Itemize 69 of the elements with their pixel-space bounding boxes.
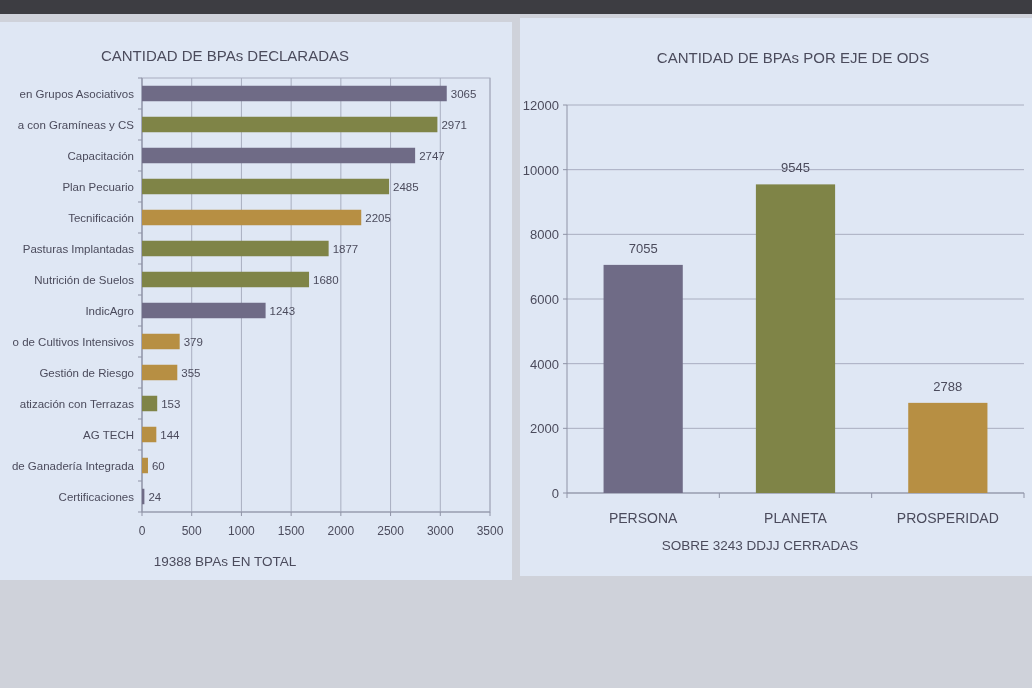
y-tick-label: IndicAgro	[85, 304, 134, 317]
y-tick-label: Certificaciones	[58, 490, 135, 503]
chart-title: CANTIDAD DE BPAs DECLARADAS	[100, 47, 350, 64]
bar	[142, 116, 438, 133]
x-tick-label: PLANETA	[764, 510, 828, 526]
y-tick-label: de Ganadería Integrada	[11, 459, 135, 472]
data-label: 2205	[365, 211, 391, 224]
bar	[142, 209, 362, 226]
bar	[142, 426, 157, 443]
y-tick-label: 10000	[522, 162, 559, 178]
bar	[142, 457, 148, 474]
data-label: 24	[148, 490, 162, 503]
y-tick-label: AG TECH	[83, 428, 134, 441]
x-tick-label: 1000	[228, 524, 256, 538]
bar	[142, 147, 416, 164]
data-label: 144	[160, 428, 181, 441]
bar	[142, 85, 447, 102]
x-axis-title: 19388 BPAs EN TOTAL	[153, 554, 297, 569]
bar	[142, 271, 310, 288]
data-label: 2747	[419, 149, 445, 162]
bar	[142, 395, 158, 412]
bar	[142, 178, 390, 195]
x-tick-label: 0	[138, 524, 146, 538]
y-tick-label: atización con Terrazas	[19, 397, 135, 410]
data-label: 1243	[269, 304, 296, 317]
y-tick-label: Capacitación	[67, 149, 134, 162]
y-tick-label: a con Gramíneas y CS	[17, 118, 135, 131]
x-tick-label: 500	[181, 524, 203, 538]
data-label: 7055	[628, 240, 658, 256]
y-tick-label: o de Cultivos Intensivos	[12, 335, 135, 348]
data-label: 1877	[332, 242, 359, 255]
y-tick-label: Plan Pecuario	[62, 180, 134, 193]
bar	[755, 184, 836, 493]
data-label: 153	[161, 397, 181, 410]
chart-title: CANTIDAD DE BPAs POR EJE DE ODS	[656, 49, 930, 66]
data-label: 2971	[441, 118, 467, 131]
y-tick-label: Tecnificación	[68, 211, 134, 224]
bar	[908, 402, 988, 493]
bar	[142, 240, 329, 257]
data-label: 9545	[781, 160, 810, 176]
y-tick-label: 8000	[530, 227, 559, 243]
x-tick-label: 2500	[377, 524, 405, 538]
y-tick-label: Gestión de Riesgo	[39, 366, 134, 379]
data-label: 60	[151, 459, 165, 472]
bar	[142, 333, 180, 350]
x-tick-label: PROSPERIDAD	[896, 510, 999, 526]
x-tick-label: 3000	[426, 524, 454, 538]
bar	[142, 302, 266, 319]
y-tick-label: 12000	[522, 98, 559, 113]
data-label: 2788	[933, 378, 963, 394]
x-axis-title: SOBRE 3243 DDJJ CERRADAS	[661, 538, 859, 553]
x-tick-label: 1500	[277, 524, 305, 538]
y-tick-label: Nutrición de Suelos	[34, 273, 135, 286]
x-tick-label: 3500	[476, 524, 504, 538]
y-tick-label: Pasturas Implantadas	[22, 242, 135, 255]
y-tick-label: 4000	[530, 356, 559, 372]
data-label: 2485	[393, 180, 419, 193]
y-tick-label: 6000	[530, 292, 559, 307]
data-label: 379	[183, 335, 203, 348]
y-tick-label: en Grupos Asociativos	[19, 87, 135, 100]
bar	[142, 364, 178, 381]
y-tick-label: 2000	[530, 421, 559, 437]
x-tick-label: PERSONA	[608, 510, 679, 526]
data-label: 3065	[450, 87, 477, 100]
x-tick-label: 2000	[327, 524, 355, 538]
data-label: 1680	[313, 273, 339, 286]
bar	[603, 264, 683, 493]
y-tick-label: 0	[551, 486, 559, 501]
data-label: 355	[181, 366, 201, 379]
